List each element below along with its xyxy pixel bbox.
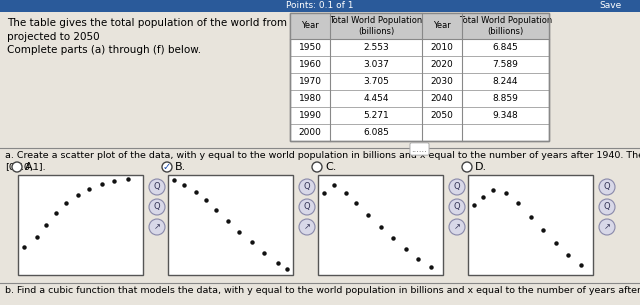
Text: Q: Q <box>304 203 310 211</box>
Text: 1970: 1970 <box>298 77 321 86</box>
Text: Complete parts (a) through (f) below.: Complete parts (a) through (f) below. <box>7 45 201 55</box>
Bar <box>290 13 549 141</box>
Text: Total World Population
(billions): Total World Population (billions) <box>330 16 422 36</box>
Text: 6.845: 6.845 <box>493 43 518 52</box>
Text: D.: D. <box>475 162 487 172</box>
Text: Total World Population
(billions): Total World Population (billions) <box>459 16 552 36</box>
Bar <box>0 0 640 12</box>
Bar <box>290 13 549 39</box>
Text: 9.348: 9.348 <box>493 111 518 120</box>
Circle shape <box>599 199 615 215</box>
Bar <box>318 175 443 275</box>
Circle shape <box>599 179 615 195</box>
Text: 1950: 1950 <box>298 43 321 52</box>
Circle shape <box>462 162 472 172</box>
Text: ......: ...... <box>412 145 428 153</box>
Circle shape <box>449 219 465 235</box>
Circle shape <box>299 199 315 215</box>
Text: Year: Year <box>433 21 451 30</box>
Text: Q: Q <box>604 182 611 192</box>
Circle shape <box>299 179 315 195</box>
Text: 8.859: 8.859 <box>493 94 518 103</box>
Text: b. Find a cubic function that models the data, with y equal to the world populat: b. Find a cubic function that models the… <box>5 286 640 295</box>
Text: 1990: 1990 <box>298 111 321 120</box>
Text: ↗: ↗ <box>154 223 161 231</box>
Text: Save: Save <box>599 2 621 10</box>
Text: ↗: ↗ <box>303 223 310 231</box>
Circle shape <box>449 179 465 195</box>
Text: 2.553: 2.553 <box>363 43 389 52</box>
Text: 2000: 2000 <box>299 128 321 137</box>
Circle shape <box>149 199 165 215</box>
Circle shape <box>162 162 172 172</box>
Bar <box>290 13 549 141</box>
Text: 2010: 2010 <box>431 43 453 52</box>
Text: 4.454: 4.454 <box>364 94 388 103</box>
Text: Q: Q <box>454 182 460 192</box>
Text: 3.037: 3.037 <box>363 60 389 69</box>
Text: ✓: ✓ <box>163 162 171 172</box>
Text: 3.705: 3.705 <box>363 77 389 86</box>
Text: ↗: ↗ <box>454 223 461 231</box>
Text: Q: Q <box>154 203 160 211</box>
Circle shape <box>599 219 615 235</box>
Circle shape <box>312 162 322 172</box>
Circle shape <box>12 162 22 172</box>
Text: 2050: 2050 <box>431 111 453 120</box>
Text: 2020: 2020 <box>431 60 453 69</box>
Text: C.: C. <box>325 162 337 172</box>
Text: 6.085: 6.085 <box>363 128 389 137</box>
Circle shape <box>299 219 315 235</box>
Text: Points: 0.1 of 1: Points: 0.1 of 1 <box>286 2 354 10</box>
Text: 2040: 2040 <box>431 94 453 103</box>
Text: A.: A. <box>25 162 36 172</box>
Text: 5.271: 5.271 <box>363 111 389 120</box>
Circle shape <box>449 199 465 215</box>
Text: Q: Q <box>304 182 310 192</box>
Circle shape <box>149 219 165 235</box>
Text: 7.589: 7.589 <box>493 60 518 69</box>
Text: 1960: 1960 <box>298 60 321 69</box>
Text: [0,10,1].: [0,10,1]. <box>5 163 45 172</box>
Text: ↗: ↗ <box>604 223 611 231</box>
Text: 8.244: 8.244 <box>493 77 518 86</box>
Circle shape <box>149 179 165 195</box>
Text: Q: Q <box>154 182 160 192</box>
Bar <box>18 175 143 275</box>
Text: a. Create a scatter plot of the data, with y equal to the world population in bi: a. Create a scatter plot of the data, wi… <box>5 151 640 160</box>
Text: The table gives the total population of the world from 1950 and
projected to 205: The table gives the total population of … <box>7 18 339 42</box>
Text: B.: B. <box>175 162 186 172</box>
Text: 1980: 1980 <box>298 94 321 103</box>
Text: Year: Year <box>301 21 319 30</box>
Bar <box>468 175 593 275</box>
Text: Q: Q <box>604 203 611 211</box>
Text: 2030: 2030 <box>431 77 453 86</box>
Bar <box>168 175 293 275</box>
Text: Q: Q <box>454 203 460 211</box>
